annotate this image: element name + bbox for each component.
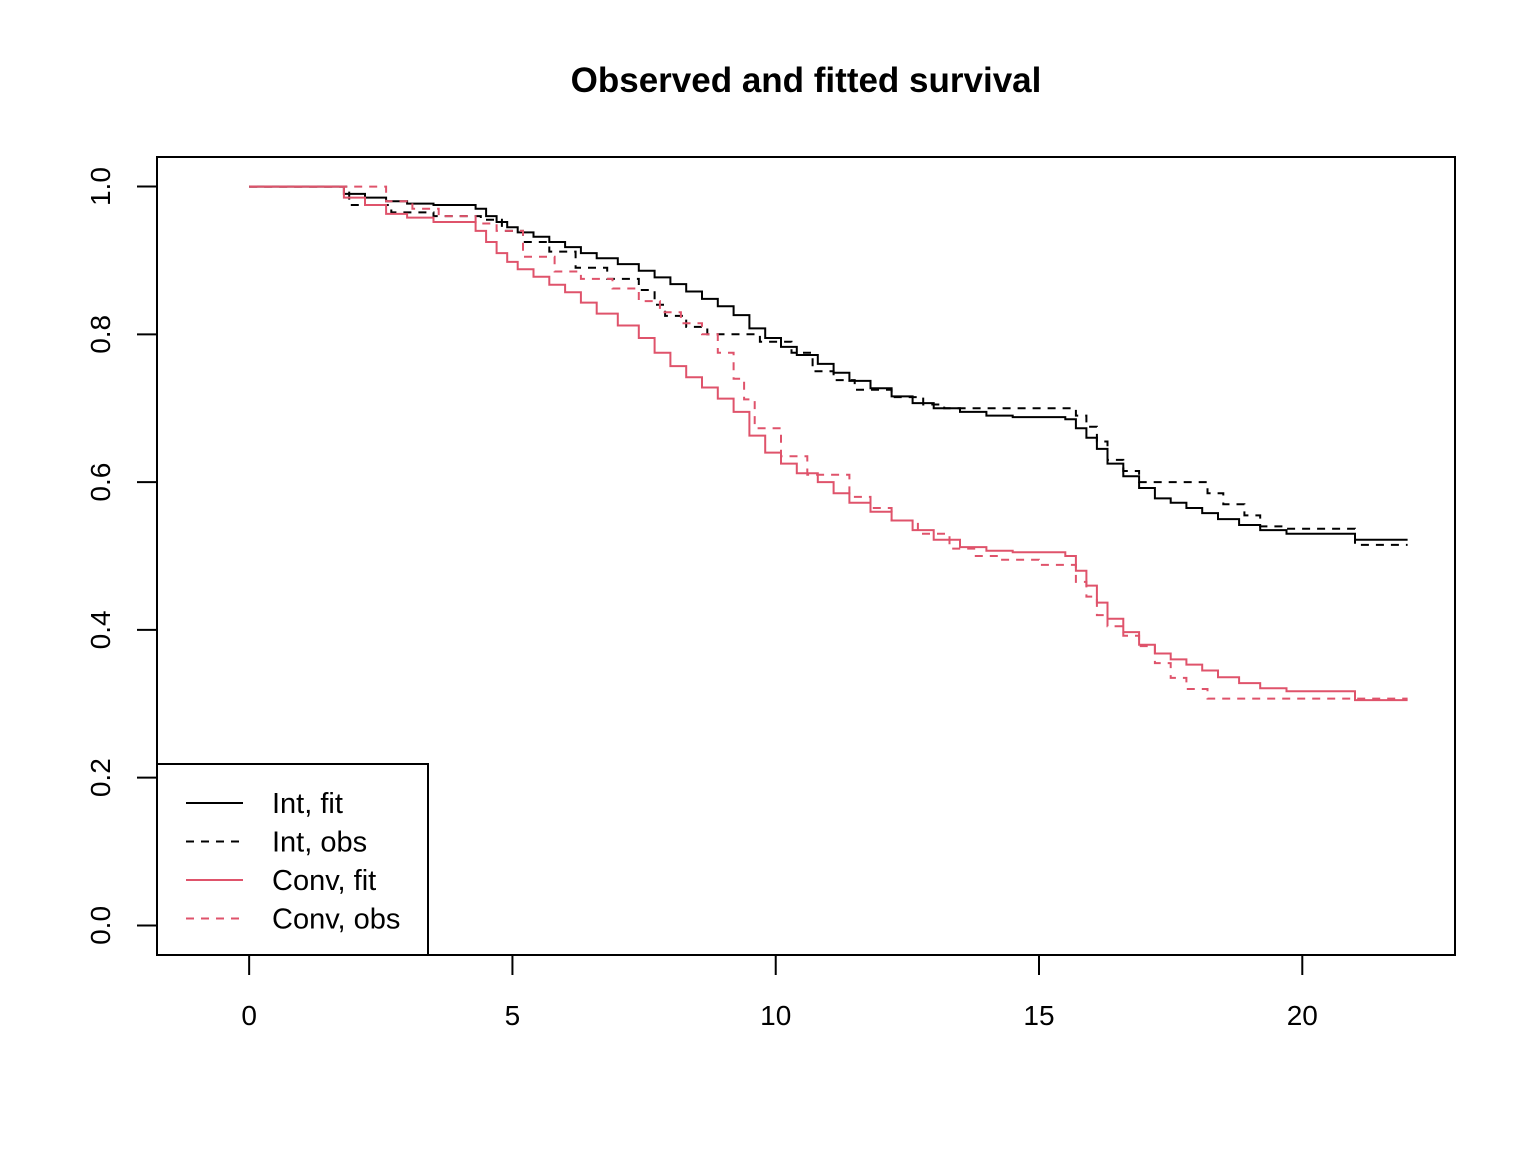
- x-tick-label: 10: [760, 1000, 791, 1031]
- y-tick-label: 0.6: [85, 463, 116, 502]
- legend-label: Int, fit: [272, 788, 343, 820]
- series-line-int-obs: [249, 185, 1408, 546]
- legend-label: Int, obs: [272, 827, 367, 859]
- y-tick-label: 1.0: [85, 167, 116, 206]
- x-tick-label: 15: [1023, 1000, 1054, 1031]
- x-tick-label: 0: [241, 1000, 257, 1031]
- legend-box: [156, 763, 429, 956]
- x-axis: 0 5 10 15 20: [241, 954, 1318, 1031]
- legend: Int, fit Int, obs Conv, fit Conv, obs: [156, 763, 429, 956]
- legend-label: Conv, obs: [272, 904, 400, 936]
- x-tick-label: 20: [1287, 1000, 1318, 1031]
- legend-label: Conv, fit: [272, 865, 376, 897]
- x-tick-label: 5: [505, 1000, 521, 1031]
- series-layer: [249, 185, 1408, 702]
- y-tick-label: 0.4: [85, 610, 116, 649]
- y-tick-label: 0.2: [85, 758, 116, 797]
- y-tick-label: 0.8: [85, 315, 116, 354]
- series-line-int-fit: [249, 185, 1408, 541]
- y-tick-label: 0.0: [85, 906, 116, 945]
- series-line-conv-obs: [249, 185, 1408, 700]
- series-line-conv-fit: [249, 185, 1408, 702]
- y-axis: 0.0 0.2 0.4 0.6 0.8 1.0: [85, 167, 158, 945]
- chart-title: Observed and fitted survival: [571, 61, 1042, 100]
